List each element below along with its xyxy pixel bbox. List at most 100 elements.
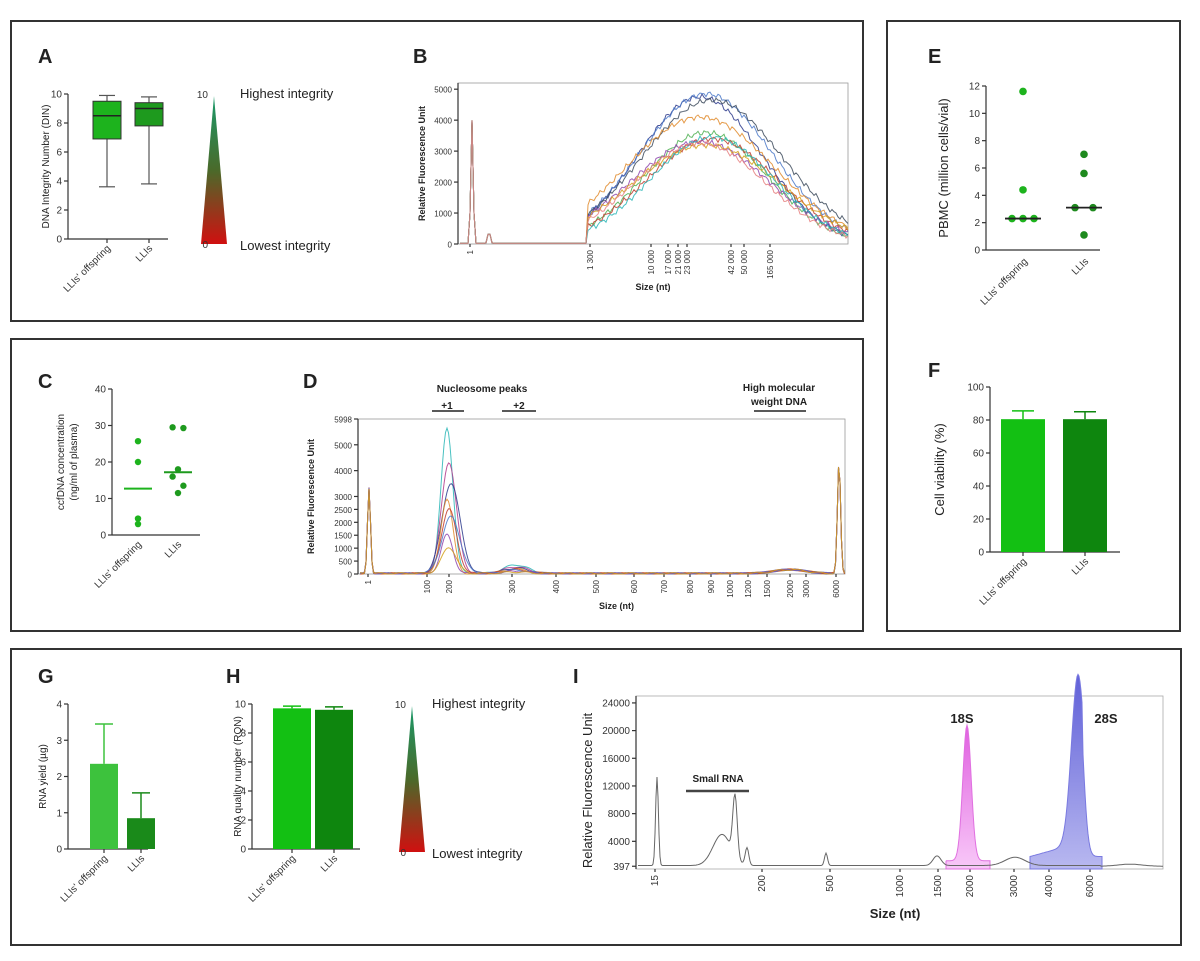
x-tick-label: 42 000: [727, 249, 736, 274]
x-tick-label: 4000: [1044, 875, 1055, 898]
x-tick-label: LLIs: [319, 853, 340, 874]
integrity-top-label: Highest integrity: [432, 696, 526, 711]
panel-letter-c: C: [38, 371, 52, 393]
y-tick-label: 12000: [602, 781, 630, 792]
annotation-28s: 28S: [1094, 711, 1117, 726]
y-tick-label: 10: [969, 109, 981, 120]
x-tick-label: 800: [686, 579, 695, 593]
y-tick-label: 4000: [608, 837, 631, 848]
panel-i: 397 4000 8000 12000 16000 20000 24000 Relative …: [580, 673, 1164, 921]
cfdna-trace: [360, 468, 845, 575]
y-axis-title: Relative Fluorescence Unit: [580, 712, 595, 868]
y-axis-title: DNA Integrity Number (DIN): [41, 105, 52, 229]
panel-ab-frame: [10, 20, 864, 322]
annotation-small-rna: Small RNA: [692, 774, 743, 785]
y-tick-label: 3000: [334, 493, 352, 502]
panel-b: 0 1000 2000 3000 4000 5000 Relative Fluorescen…: [417, 82, 849, 292]
y-tick-label: 10: [235, 700, 247, 711]
y-tick-label: 0: [56, 845, 62, 856]
data-point: [1019, 87, 1027, 96]
x-tick-label: 200: [445, 579, 454, 593]
integrity-bottom-label: Lowest integrity: [432, 846, 523, 861]
x-tick-label: LLIs: [134, 243, 155, 264]
box-iqr: [134, 102, 164, 127]
y-tick-label: 20: [973, 515, 985, 526]
y-tick-label: 1000: [434, 210, 452, 219]
y-tick-label: 0: [100, 531, 106, 542]
y-axis-title: ccfDNA concentration: [56, 414, 67, 510]
data-point: [1080, 169, 1088, 178]
panel-f: 0 20 40 60 80 100 Cell viability (%) LLIs' offs…: [932, 383, 1120, 608]
x-tick-label: 1500: [933, 875, 944, 898]
x-tick-label: LLIs' offspring: [93, 539, 144, 590]
y-tick-label: 10: [95, 494, 107, 505]
y-tick-label: 500: [339, 558, 353, 567]
integrity-triangle: [201, 96, 227, 244]
y-tick-label: 8: [974, 136, 980, 147]
data-point: [134, 437, 142, 445]
data-point: [169, 424, 176, 431]
integrity-triangle: [399, 706, 425, 852]
y-tick-label: 0: [978, 548, 984, 559]
y-axis-title: Cell viability (%): [932, 423, 947, 515]
y-tick-label: 6: [974, 164, 980, 175]
panel-cd-frame: [10, 338, 864, 632]
panel-ef-frame: [886, 20, 1181, 632]
y-tick-label: 30: [95, 421, 107, 432]
x-tick-label: 23 000: [683, 249, 692, 274]
annotation-18s: 18S: [950, 711, 973, 726]
y-tick-label: 4: [240, 787, 246, 798]
cfdna-trace: [359, 467, 845, 575]
x-tick-label: 3000: [802, 579, 811, 597]
x-tick-label: 15: [650, 875, 661, 887]
dna-trace: [460, 97, 849, 244]
y-tick-label: 4: [974, 191, 980, 202]
y-tick-label: 3: [56, 736, 62, 747]
x-tick-label: 1: [466, 249, 475, 254]
y-tick-label: 8: [240, 729, 246, 740]
data-point: [180, 482, 187, 489]
x-tick-label: 10 000: [647, 249, 656, 274]
y-tick-label: 24000: [602, 698, 630, 709]
data-point: [1019, 186, 1027, 194]
y-tick-label: 4000: [334, 467, 352, 476]
bar: [1001, 419, 1045, 552]
panel-letter-b: B: [413, 46, 427, 68]
data-point: [174, 466, 182, 473]
y-axis-title: PBMC (million cells/vial): [936, 98, 951, 237]
x-tick-label: 100: [423, 579, 432, 593]
x-tick-label: 165 000: [766, 249, 775, 278]
y-tick-label: 40: [95, 385, 107, 396]
y-tick-label: 6: [240, 758, 246, 769]
bar: [1063, 419, 1107, 552]
y-axis-title: RNA yield (µg): [38, 744, 49, 809]
y-tick-label: 0: [348, 571, 353, 580]
integrity-top-value: 10: [395, 700, 407, 711]
y-tick-label: 0: [56, 235, 62, 246]
y-tick-label: 5998: [334, 416, 352, 425]
x-tick-label: LLIs' offspring: [59, 853, 110, 904]
data-point: [134, 515, 142, 522]
cfdna-trace: [359, 466, 845, 575]
peak-28s-area: [1029, 673, 1103, 870]
y-tick-label: 60: [973, 449, 985, 460]
panel-d: 050010001500200025003000400050005998Rela…: [306, 383, 846, 611]
panel-letter-d: D: [303, 371, 317, 393]
x-tick-label: 300: [508, 579, 517, 593]
y-tick-label: 2: [56, 206, 62, 217]
x-tick-label: 400: [552, 579, 561, 593]
integrity-top-value: 10: [197, 90, 209, 101]
x-tick-label: LLIs: [1070, 556, 1091, 577]
dna-trace: [460, 120, 849, 244]
data-point: [1080, 231, 1088, 239]
annotation-hmw-line1: High molecular: [743, 383, 815, 394]
y-tick-label: 100: [967, 383, 984, 394]
panel-letter-i: I: [573, 666, 579, 688]
dna-trace: [460, 91, 849, 244]
bar: [90, 763, 118, 849]
y-tick-label: 16000: [602, 754, 630, 765]
x-tick-label: 2000: [965, 875, 976, 898]
panel-e: 0 2 4 6 8 10 12 PBMC (million cells/vial) LLIs' …: [936, 82, 1102, 308]
y-tick-label: 2: [974, 218, 980, 229]
x-tick-label: 500: [592, 579, 601, 593]
